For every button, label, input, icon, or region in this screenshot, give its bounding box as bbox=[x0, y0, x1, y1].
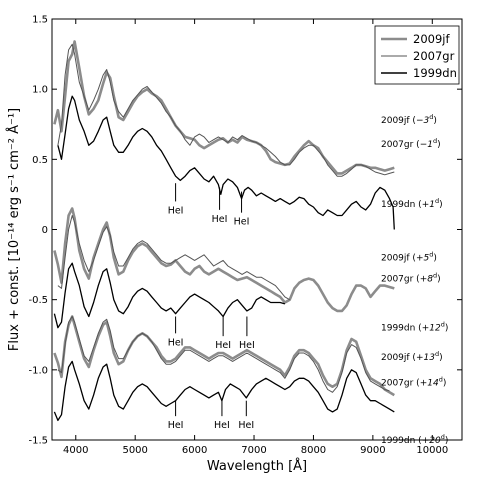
he-marker-label: HeI bbox=[168, 205, 184, 216]
y-tick-label: -0.5 bbox=[28, 295, 48, 306]
spectrum-labels: 2009jf (−3d) 2007gr (−1d) 1999dn (+1d) 2009… bbox=[381, 113, 448, 446]
x-tick-label: 5000 bbox=[122, 445, 147, 456]
he-marker-label: HeI bbox=[238, 420, 254, 431]
spectrum-label-2009jf: 2009jf (+13d) bbox=[381, 350, 443, 363]
y-tick-label: 1.0 bbox=[32, 85, 48, 96]
series-line-1999dn-2 bbox=[57, 95, 395, 230]
series-line-2009jf-3 bbox=[53, 207, 395, 313]
spectrum-label-2009jf: 2009jf (−3d) bbox=[381, 113, 437, 126]
spectrum-label-2009jf: 2009jf (+5d) bbox=[381, 251, 437, 264]
series-line-1999dn-8 bbox=[53, 360, 395, 422]
y-axis-label: Flux + const. [10⁻¹⁴ erg s⁻¹ cm⁻² Å⁻¹] bbox=[6, 108, 22, 351]
he-marker-label: HeI bbox=[168, 337, 184, 348]
spectrum-label-2007gr: 2007gr (+14d) bbox=[381, 375, 446, 388]
x-tick-label: 6000 bbox=[182, 445, 207, 456]
he-line-markers: HeI HeI HeI HeI HeI HeI HeI HeI HeI bbox=[168, 183, 255, 431]
y-tick-label: -1.0 bbox=[28, 365, 48, 376]
legend-label-1999dn: 1999dn bbox=[413, 66, 457, 80]
series-line-2009jf-6 bbox=[53, 315, 395, 397]
he-marker-label: HeI bbox=[214, 420, 230, 431]
spectrum-label-2007gr: 2007gr (−1d) bbox=[381, 137, 441, 150]
he-marker-label: HeI bbox=[168, 420, 184, 431]
x-tick-label: 10000 bbox=[416, 445, 448, 456]
x-axis-label: Wavelength [Å] bbox=[207, 458, 307, 474]
plot-series-group bbox=[53, 40, 395, 422]
x-tick-label: 9000 bbox=[360, 445, 385, 456]
legend-box bbox=[374, 25, 460, 85]
he-marker-label: HeI bbox=[239, 340, 255, 351]
legend: 2009jf 2007gr 1999dn bbox=[374, 25, 460, 85]
series-line-2007gr-7 bbox=[57, 316, 390, 393]
legend-label-2007gr: 2007gr bbox=[413, 49, 455, 63]
y-tick-label: 0 bbox=[42, 225, 48, 236]
he-marker-label: HeI bbox=[234, 217, 250, 228]
y-tick-label: 1.5 bbox=[32, 15, 48, 26]
y-tick-label: 0.5 bbox=[32, 155, 48, 166]
y-axis-ticks: -1.5 -1.0 -0.5 0 0.5 1.0 1.5 bbox=[28, 15, 462, 447]
x-tick-label: 4000 bbox=[63, 445, 88, 456]
spectrum-label-1999dn: 1999dn (+12d) bbox=[381, 321, 448, 334]
spectrum-label-1999dn: 1999dn (+1d) bbox=[381, 197, 443, 210]
series-line-2007gr-1 bbox=[57, 43, 395, 177]
x-tick-label: 7000 bbox=[241, 445, 266, 456]
x-axis-ticks: 4000 5000 6000 7000 8000 9000 10000 bbox=[63, 19, 448, 456]
he-marker-label: HeI bbox=[215, 340, 231, 351]
series-line-2009jf-0 bbox=[53, 40, 395, 175]
series-line-1999dn-5 bbox=[53, 262, 286, 329]
he-marker-label: HeI bbox=[212, 214, 228, 225]
legend-label-2009jf: 2009jf bbox=[413, 32, 450, 46]
x-tick-label: 8000 bbox=[301, 445, 326, 456]
spectrum-label-2007gr: 2007gr (+8d) bbox=[381, 272, 441, 285]
spectrum-label-1999dn: 1999dn (+20d) bbox=[381, 433, 448, 446]
series-line-2007gr-4 bbox=[57, 215, 290, 301]
y-tick-label: -1.5 bbox=[28, 436, 48, 447]
